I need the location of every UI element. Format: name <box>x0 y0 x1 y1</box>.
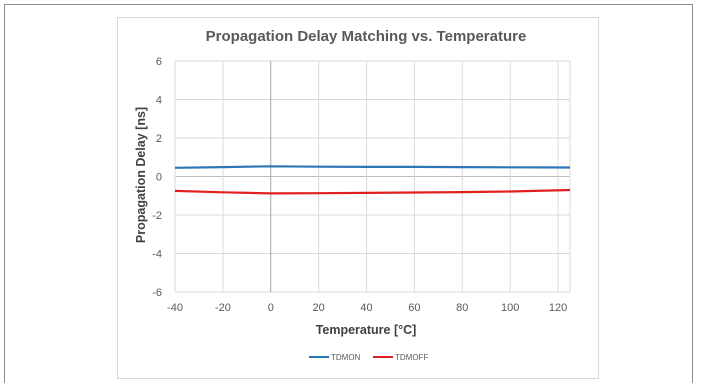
y-tick-label: -2 <box>152 210 162 222</box>
x-tick-label: 120 <box>549 302 567 314</box>
x-tick-label: 0 <box>268 302 274 314</box>
legend-label: TDMOFF <box>395 353 428 362</box>
legend: TDMON TDMOFF <box>309 353 428 362</box>
series-line-tdmoff <box>174 188 571 195</box>
y-tick-label: -6 <box>152 287 162 299</box>
y-tick-label: 0 <box>156 172 162 184</box>
y-tick-label: 4 <box>156 95 162 107</box>
x-tick-label: 40 <box>360 302 372 314</box>
series-lines <box>174 165 571 195</box>
x-tick-label: 20 <box>313 302 325 314</box>
series-line-tdmon <box>174 165 571 169</box>
x-tick-label: -40 <box>167 302 183 314</box>
y-axis-title: Propagation Delay [ns] <box>134 107 148 243</box>
y-tick-label: -4 <box>152 249 162 261</box>
x-axis-title: Temperature [°C] <box>316 323 417 337</box>
chart-area <box>117 17 599 379</box>
outer-frame <box>4 4 693 383</box>
y-tick-label: 6 <box>156 56 162 68</box>
x-tick-label: 100 <box>501 302 519 314</box>
x-tick-label: 60 <box>408 302 420 314</box>
chart-title: Propagation Delay Matching vs. Temperatu… <box>206 28 527 45</box>
x-tick-label: -20 <box>215 302 231 314</box>
legend-label: TDMON <box>331 353 361 362</box>
grid-lines <box>174 60 571 293</box>
x-tick-label: 80 <box>456 302 468 314</box>
y-tick-label: 2 <box>156 133 162 145</box>
